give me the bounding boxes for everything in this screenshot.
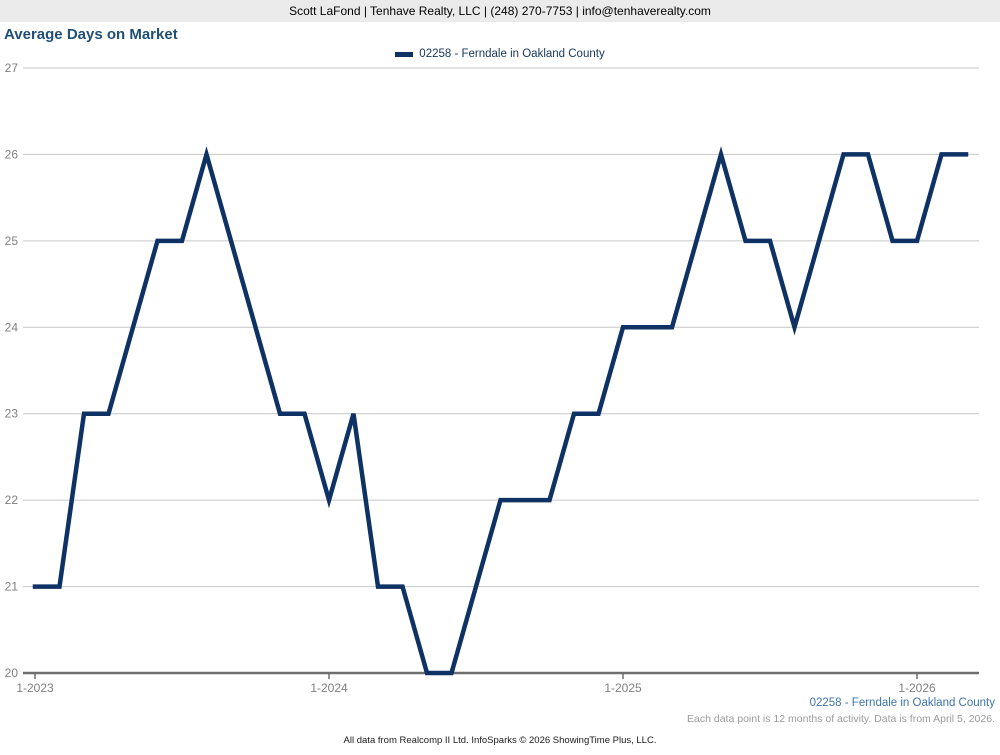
data-series-line-0 [32,146,969,676]
y-tick-label-23: 23 [5,407,19,421]
y-tick-label-26: 26 [5,147,19,161]
y-tick-label-20: 20 [5,666,19,680]
y-tick-label-21: 21 [5,580,19,594]
page-title: Average Days on Market [4,26,178,43]
x-tick-label-1-2023: 1-2023 [16,681,54,695]
legend-line-swatch [395,51,414,57]
x-tick-label-1-2025: 1-2025 [604,681,642,695]
contact-line: Scott LaFond | Tenhave Realty, LLC | (24… [289,4,711,18]
footer-attribution: All data from Realcomp II Ltd. InfoSpark… [343,735,657,746]
x-tick-label-1-2026: 1-2026 [898,681,936,695]
y-tick-label-24: 24 [5,320,19,334]
footer-series-label: 02258 - Ferndale in Oakland County [809,697,995,709]
y-tick-label-27: 27 [5,61,19,75]
y-tick-label-22: 22 [5,493,19,507]
chart-legend: 02258 - Ferndale in Oakland County [0,46,1000,62]
legend-label: 02258 - Ferndale in Oakland County [419,48,605,60]
footer-data-note: Each data point is 12 months of activity… [687,713,995,725]
header-bar: Scott LaFond | Tenhave Realty, LLC | (24… [0,0,1000,22]
y-tick-label-25: 25 [5,234,19,248]
x-tick-label-1-2024: 1-2024 [310,681,348,695]
